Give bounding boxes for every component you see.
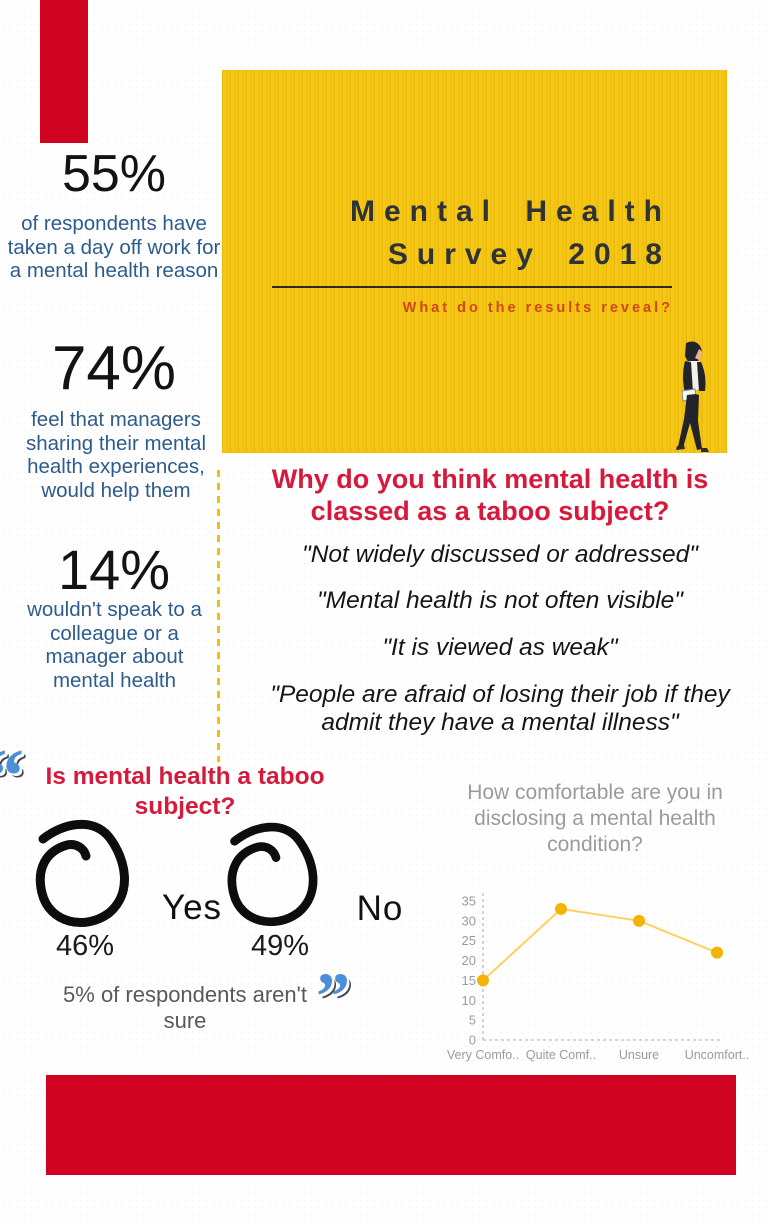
svg-text:Very Comfo..: Very Comfo.. <box>447 1048 519 1062</box>
bottom-red-accent-bar <box>46 1075 736 1175</box>
top-red-accent-bar <box>40 0 88 143</box>
svg-text:0: 0 <box>469 1033 476 1048</box>
svg-text:20: 20 <box>462 953 476 968</box>
taboo-quote: "Not widely discussed or addressed" <box>302 541 698 568</box>
svg-text:25: 25 <box>462 933 476 948</box>
poll-note: 5% of respondents aren't sure <box>63 982 307 1033</box>
taboo-poll-heading: Is mental health a taboo subject? <box>45 763 325 820</box>
svg-text:5: 5 <box>469 1013 476 1028</box>
comfort-chart: 0 5 10 15 20 25 30 35 Very Comfo.. Quite Comf.. Un… <box>447 893 750 1062</box>
close-quote-icon: ” <box>316 958 350 1034</box>
banner-title: Mental Health Survey 2018 <box>350 190 671 276</box>
no-label: No <box>356 889 404 928</box>
taboo-reasons-heading: Why do you think mental health is classe… <box>271 464 709 526</box>
svg-text:10: 10 <box>462 993 476 1008</box>
banner-title-line2: Survey 2018 <box>387 238 671 271</box>
taboo-quote: "People are afraid of losing their job i… <box>270 681 730 736</box>
yes-label: Yes <box>161 888 223 928</box>
stat-55-value: 55% <box>61 145 167 203</box>
stat-74-value: 74% <box>51 334 177 403</box>
svg-text:Uncomfort..: Uncomfort.. <box>685 1048 750 1062</box>
banner: Mental Health Survey 2018 What do the re… <box>222 70 727 453</box>
svg-text:35: 35 <box>462 894 476 909</box>
banner-title-line1: Mental Health <box>349 195 671 228</box>
banner-subtitle: What do the results reveal? <box>402 300 673 316</box>
walking-person-illustration <box>676 341 709 452</box>
banner-underline <box>272 286 672 288</box>
stat-14-value: 14% <box>57 538 171 601</box>
svg-text:Unsure: Unsure <box>619 1048 659 1062</box>
stat-14-description: wouldn't speak to a colleague or a manag… <box>27 598 202 692</box>
chart-title: How comfortable are you in disclosing a … <box>467 781 723 856</box>
yes-circle-doodle: Yes <box>33 817 221 936</box>
yes-percentage: 46% <box>55 930 115 962</box>
svg-text:30: 30 <box>462 913 476 928</box>
no-percentage: 49% <box>250 930 310 962</box>
svg-text:15: 15 <box>462 973 476 988</box>
taboo-quote: "Mental health is not often visible" <box>316 587 684 614</box>
no-circle-doodle: No <box>224 820 402 935</box>
dashed-divider <box>217 470 220 762</box>
svg-text:Quite Comf..: Quite Comf.. <box>526 1048 596 1062</box>
taboo-quote: "It is viewed as weak" <box>382 634 618 661</box>
stat-74-description: feel that managers sharing their mental … <box>25 408 207 502</box>
open-quote-icon: “ <box>0 738 24 814</box>
stat-55-description: of respondents have taken a day off work… <box>7 212 221 282</box>
